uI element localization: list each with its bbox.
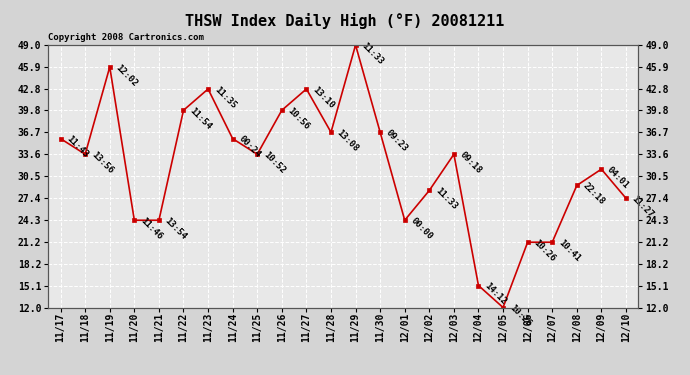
Text: 09:23: 09:23 [384, 128, 410, 153]
Text: THSW Index Daily High (°F) 20081211: THSW Index Daily High (°F) 20081211 [186, 13, 504, 29]
Text: 14:12: 14:12 [482, 281, 508, 307]
Text: 13:56: 13:56 [89, 150, 115, 176]
Text: 13:54: 13:54 [163, 216, 188, 242]
Text: 13:10: 13:10 [310, 85, 336, 110]
Text: 13:08: 13:08 [335, 128, 360, 153]
Text: 11:46: 11:46 [139, 216, 164, 242]
Text: 11:54: 11:54 [188, 106, 213, 132]
Text: 12:02: 12:02 [114, 63, 139, 88]
Text: 10:26: 10:26 [507, 303, 533, 329]
Text: 10:41: 10:41 [556, 238, 582, 263]
Text: 11:33: 11:33 [433, 186, 459, 211]
Text: 09:18: 09:18 [458, 150, 484, 176]
Text: 11:27: 11:27 [630, 194, 656, 219]
Text: 10:52: 10:52 [262, 150, 287, 176]
Text: 00:00: 00:00 [409, 216, 434, 242]
Text: 11:43: 11:43 [65, 135, 90, 160]
Text: 11:33: 11:33 [359, 41, 385, 66]
Text: 10:26: 10:26 [532, 238, 557, 263]
Text: 10:56: 10:56 [286, 106, 311, 132]
Text: 22:18: 22:18 [581, 181, 607, 207]
Text: 00:24: 00:24 [237, 135, 262, 160]
Text: 11:35: 11:35 [213, 85, 237, 110]
Text: Copyright 2008 Cartronics.com: Copyright 2008 Cartronics.com [48, 33, 204, 42]
Text: 04:01: 04:01 [606, 165, 631, 190]
